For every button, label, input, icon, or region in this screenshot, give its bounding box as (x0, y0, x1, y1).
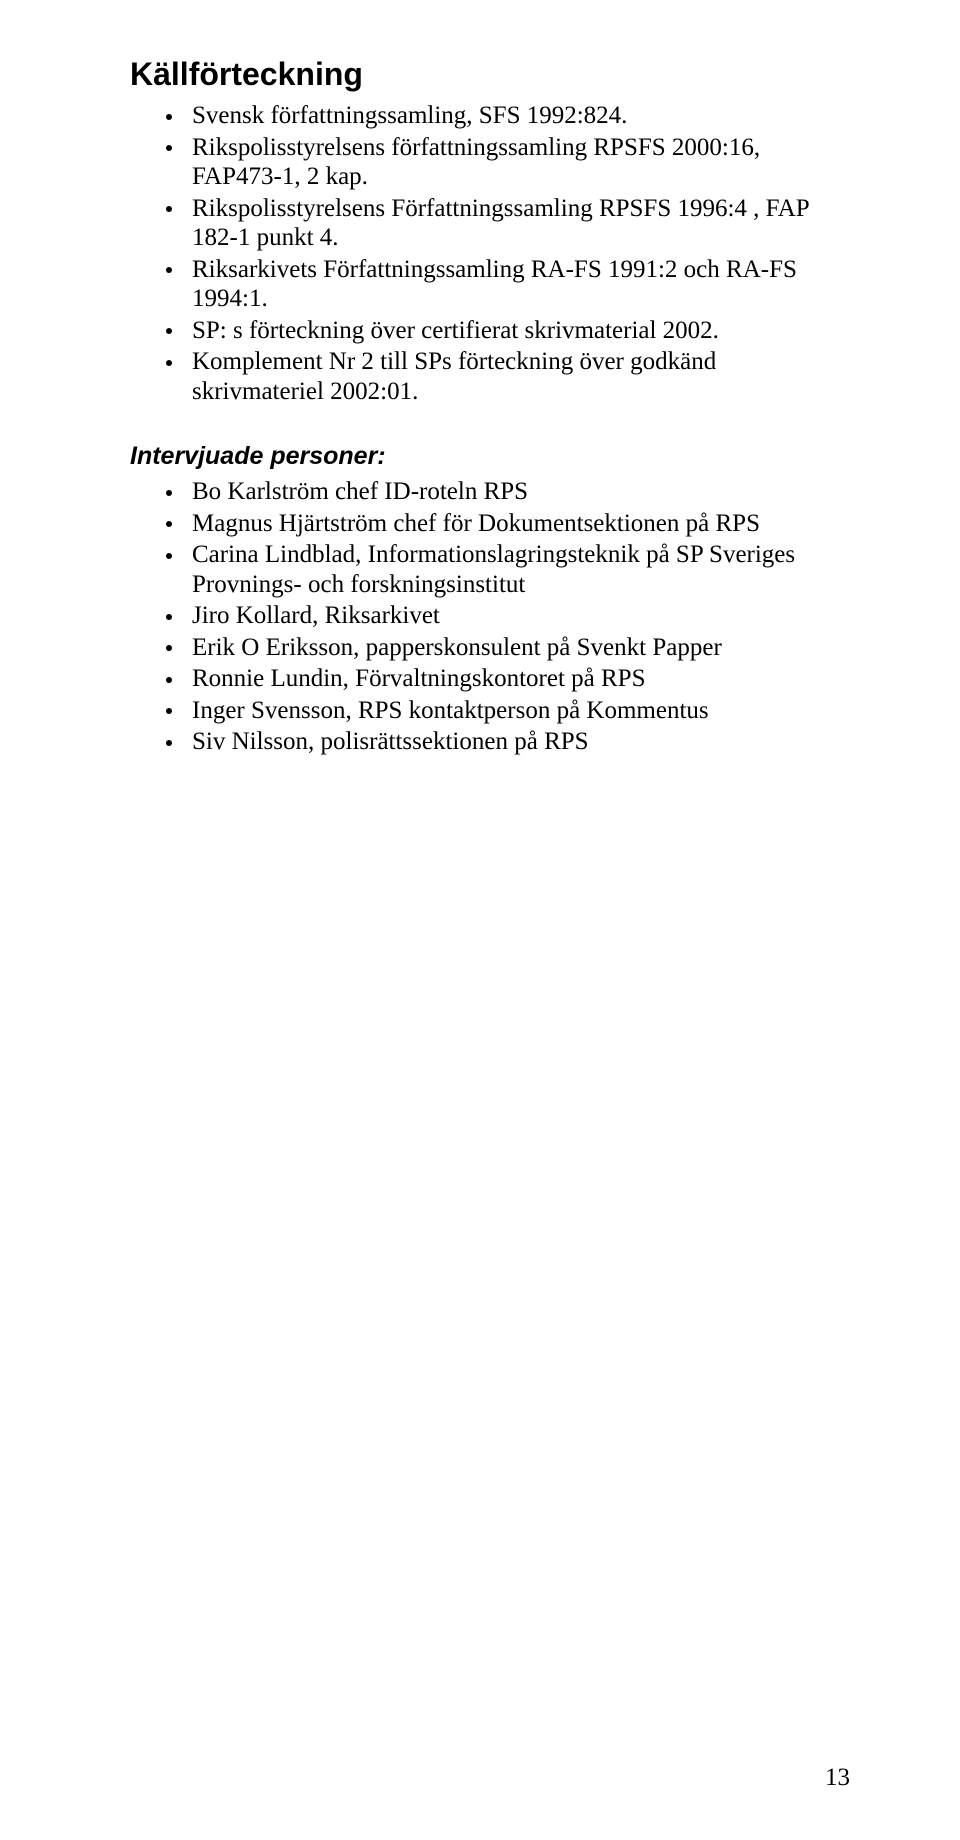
list-item: Jiro Kollard, Riksarkivet (166, 601, 850, 631)
list-item: Bo Karlström chef ID-roteln RPS (166, 477, 850, 507)
document-page: Källförteckning Svensk författningssamli… (0, 0, 960, 1840)
list-item: Komplement Nr 2 till SPs förteckning öve… (166, 347, 850, 406)
section2-title: Intervjuade personer: (130, 442, 850, 471)
list-item: Siv Nilsson, polisrättssektionen på RPS (166, 727, 850, 757)
list-item: SP: s förteckning över certifierat skriv… (166, 316, 850, 346)
section2-list: Bo Karlström chef ID-roteln RPS Magnus H… (130, 477, 850, 757)
list-item: Riksarkivets Författningssamling RA-FS 1… (166, 255, 850, 314)
list-item: Rikspolisstyrelsens Författningssamling … (166, 194, 850, 253)
list-item: Erik O Eriksson, papperskonsulent på Sve… (166, 633, 850, 663)
list-item: Svensk författningssamling, SFS 1992:824… (166, 101, 850, 131)
section1-list: Svensk författningssamling, SFS 1992:824… (130, 101, 850, 406)
page-number: 13 (825, 1764, 850, 1792)
list-item: Magnus Hjärtström chef för Dokumentsekti… (166, 509, 850, 539)
list-item: Ronnie Lundin, Förvaltningskontoret på R… (166, 664, 850, 694)
list-item: Inger Svensson, RPS kontaktperson på Kom… (166, 696, 850, 726)
section1-title: Källförteckning (130, 56, 850, 93)
list-item: Rikspolisstyrelsens författningssamling … (166, 133, 850, 192)
list-item: Carina Lindblad, Informationslagringstek… (166, 540, 850, 599)
